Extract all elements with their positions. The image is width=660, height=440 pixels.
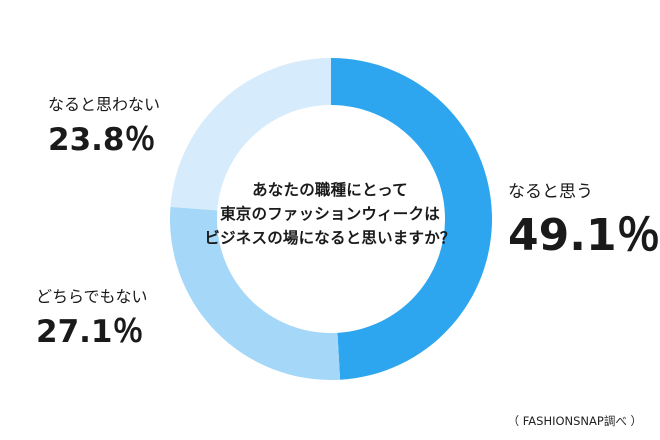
slice-name-disagree: なると思わない — [48, 95, 161, 114]
slice-name-agree: なると思う — [508, 182, 593, 202]
source-note: （ FASHIONSNAP調べ ） — [507, 414, 642, 428]
chart-question: あなたの職種にとって 東京のファッションウィークは ビジネスの場になると思います… — [198, 178, 462, 250]
chart-question-line: あなたの職種にとって — [252, 181, 408, 199]
chart-question-line: ビジネスの場になると思いますか？ — [204, 229, 456, 247]
slice-value-disagree: 23.8％ — [48, 122, 156, 158]
slice-agree — [331, 58, 492, 380]
slice-disagree — [170, 58, 331, 211]
slice-value-neither: 27.1％ — [36, 314, 144, 350]
chart-question-line: 東京のファッションウィークは — [220, 205, 440, 223]
slice-label-disagree: なると思わない 23.8％ — [48, 95, 160, 156]
slice-neither — [169, 206, 341, 380]
slice-name-neither: どちらでもない — [36, 287, 148, 306]
slice-label-agree: なると思う 49.1％ — [508, 182, 660, 258]
slice-value-agree: 49.1％ — [508, 210, 660, 261]
slice-label-neither: どちらでもない 27.1％ — [36, 287, 148, 348]
